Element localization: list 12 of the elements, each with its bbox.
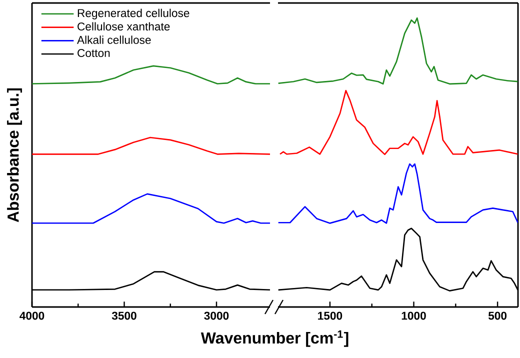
x-tick-label: 1000 — [402, 312, 426, 320]
legend-label: Regenerated cellulose — [78, 8, 190, 20]
x-axis-title: Wavenumber [cm$^{-1}$] — [200, 330, 348, 347]
x-tick-label: 1500 — [318, 312, 342, 320]
x-tick-label: 4000 — [20, 312, 44, 320]
x-tick-label: 3000 — [204, 312, 229, 320]
legend-label: Alkali cellulose — [77, 36, 151, 44]
legend-label: Cotton — [78, 49, 110, 58]
legend-label: Cellulose xanthate — [78, 22, 170, 31]
y-axis-title: Absorbance [a.u.] — [7, 88, 22, 222]
x-tick-label: 3500 — [112, 312, 136, 320]
x-tick-label: 500 — [488, 312, 507, 320]
